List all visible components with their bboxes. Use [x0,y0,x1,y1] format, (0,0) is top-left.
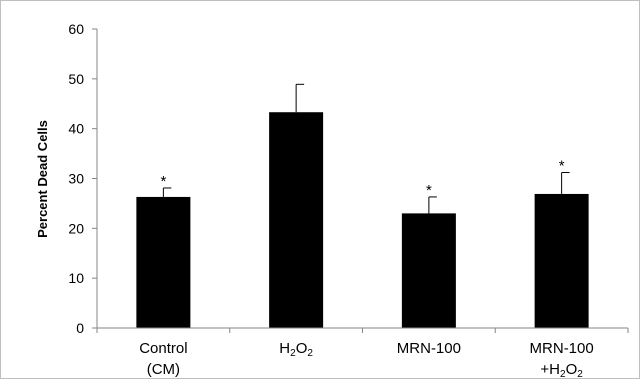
y-axis-label: Percent Dead Cells [35,120,50,238]
significance-marker: * [426,182,432,199]
y-tick-label: 60 [68,21,84,37]
y-tick-label: 10 [68,270,84,286]
bar [269,112,324,328]
y-tick-label: 50 [68,71,84,87]
x-category-label: H2O2 [279,340,313,359]
y-axis-ticks: 0 10 20 30 40 50 60 [68,21,97,336]
x-category-label: Control [139,340,187,357]
x-category-label: +H2O2 [540,361,583,380]
y-tick-label: 40 [68,121,84,137]
axes [96,29,629,333]
y-tick-label: 30 [68,171,84,187]
bar [401,213,456,328]
bar [136,196,191,328]
x-axis-labels: Control (CM) H2O2 MRN-100 MRN-100 +H2O2 [139,340,594,380]
x-category-label: MRN-100 [530,340,594,357]
x-category-label: MRN-100 [397,340,461,357]
y-tick-label: 0 [76,320,84,336]
significance-marker: * [559,158,565,175]
x-category-label: (CM) [147,361,180,378]
y-tick-label: 20 [68,220,84,236]
bars: * * * [136,83,589,328]
significance-marker: * [160,173,166,190]
bar [534,193,589,328]
